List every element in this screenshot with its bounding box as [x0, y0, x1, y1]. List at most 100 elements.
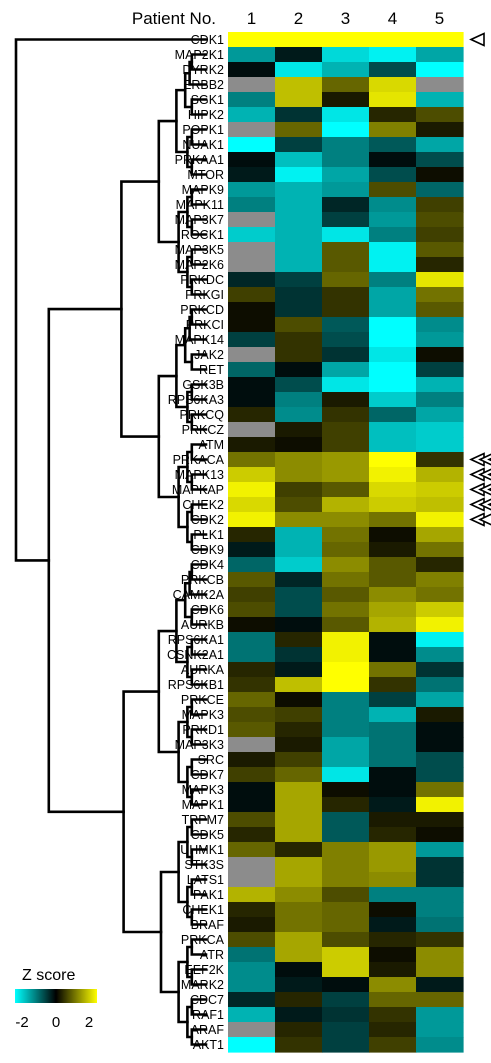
heatmap-cell: [322, 317, 370, 333]
heatmap-cell: [322, 752, 370, 768]
heatmap-cell: [228, 887, 276, 903]
heatmap-cell: [275, 917, 323, 933]
heatmap-cell: [416, 272, 464, 288]
heatmap-cell: [369, 647, 417, 663]
heatmap-cell: [275, 122, 323, 138]
row-label: TRPM7: [182, 813, 224, 827]
heatmap-cell: [228, 827, 276, 843]
row-label: PRKCE: [181, 693, 224, 707]
heatmap-cell: [275, 362, 323, 378]
heatmap-cell: [228, 902, 276, 918]
heatmap-cell: [322, 32, 370, 48]
heatmap-cell: [228, 182, 276, 198]
column-label: 2: [294, 9, 303, 28]
heatmap-cell: [369, 107, 417, 123]
heatmap-cell: [322, 422, 370, 438]
heatmap-cell: [322, 662, 370, 678]
dendrogram-branch: [47, 307, 125, 814]
row-label: AURKA: [181, 663, 225, 677]
heatmap-cell: [228, 32, 276, 48]
heatmap-cell: [275, 557, 323, 573]
heatmap-cell: [416, 482, 464, 498]
heatmap-cell: [322, 47, 370, 63]
heatmap-cell: [322, 437, 370, 453]
heatmap-cell: [369, 707, 417, 723]
row-label: MAPK1: [182, 798, 224, 812]
heatmap-cell: [416, 842, 464, 858]
heatmap-cell: [369, 257, 417, 273]
heatmap-cell: [322, 857, 370, 873]
row-label: MAPK3: [182, 708, 224, 722]
heatmap-cell: [228, 497, 276, 513]
row-label: NUAK1: [182, 138, 224, 152]
row-label: CDK4: [191, 558, 224, 572]
heatmap-cell: [369, 767, 417, 783]
heatmap-cell: [369, 197, 417, 213]
heatmap-cell: [275, 767, 323, 783]
row-label: AKT1: [193, 1038, 224, 1052]
heatmap-cell: [275, 902, 323, 918]
heatmap-cell: [228, 62, 276, 78]
heatmap-cell: [228, 617, 276, 633]
heatmap-cell: [369, 902, 417, 918]
heatmap-cell: [416, 752, 464, 768]
heatmap-cell: [322, 362, 370, 378]
highlight-triangle: [478, 513, 491, 526]
heatmap-cell: [416, 107, 464, 123]
row-label: DYRK2: [182, 63, 224, 77]
heatmap-cell: [322, 917, 370, 933]
heatmap-cell: [228, 692, 276, 708]
heatmap-cell: [322, 512, 370, 528]
heatmap-cell: [416, 77, 464, 93]
heatmap-cell: [228, 722, 276, 738]
heatmap-cell: [275, 272, 323, 288]
heatmap-cell: [275, 92, 323, 108]
heatmap-cell: [275, 407, 323, 423]
heatmap-cell: [416, 692, 464, 708]
heatmap-cell: [228, 962, 276, 978]
heatmap-cell: [228, 152, 276, 168]
heatmap-cell: [369, 212, 417, 228]
heatmap-cell: [228, 107, 276, 123]
heatmap-cell: [369, 962, 417, 978]
heatmap-cell: [275, 677, 323, 693]
column-label: 5: [435, 9, 444, 28]
row-label: POPK1: [182, 123, 224, 137]
row-label: CHEK1: [182, 903, 224, 917]
heatmap-cell: [369, 677, 417, 693]
heatmap-cell: [322, 992, 370, 1008]
heatmap-cell: [369, 842, 417, 858]
heatmap-cell: [322, 812, 370, 828]
heatmap-cell: [322, 182, 370, 198]
heatmap-cell: [275, 1022, 323, 1038]
heatmap-cell: [275, 392, 323, 408]
heatmap-cell: [322, 722, 370, 738]
heatmap-cell: [416, 407, 464, 423]
heatmap-cell: [369, 362, 417, 378]
heatmap-cell: [416, 917, 464, 933]
heatmap-cell: [275, 782, 323, 798]
heatmap-cell: [275, 197, 323, 213]
heatmap-cell: [275, 932, 323, 948]
heatmap-cell: [369, 812, 417, 828]
heatmap-cell: [416, 1022, 464, 1038]
row-label: AURKB: [181, 618, 224, 632]
heatmap-cell: [275, 662, 323, 678]
heatmap-cell: [416, 167, 464, 183]
heatmap-cell: [275, 287, 323, 303]
heatmap-cell: [369, 887, 417, 903]
heatmap-cell: [322, 152, 370, 168]
heatmap-cell: [275, 602, 323, 618]
heatmap-cell: [275, 872, 323, 888]
row-label: MAP3K3: [175, 738, 224, 752]
heatmap-cell: [369, 122, 417, 138]
heatmap-cell: [322, 767, 370, 783]
heatmap-cell: [228, 737, 276, 753]
heatmap-cell: [416, 737, 464, 753]
heatmap-cell: [369, 317, 417, 333]
row-label: PRKCZ: [182, 423, 225, 437]
heatmap-cell: [369, 722, 417, 738]
heatmap-cell: [416, 467, 464, 483]
heatmap-cell: [369, 407, 417, 423]
heatmap-cell: [275, 317, 323, 333]
